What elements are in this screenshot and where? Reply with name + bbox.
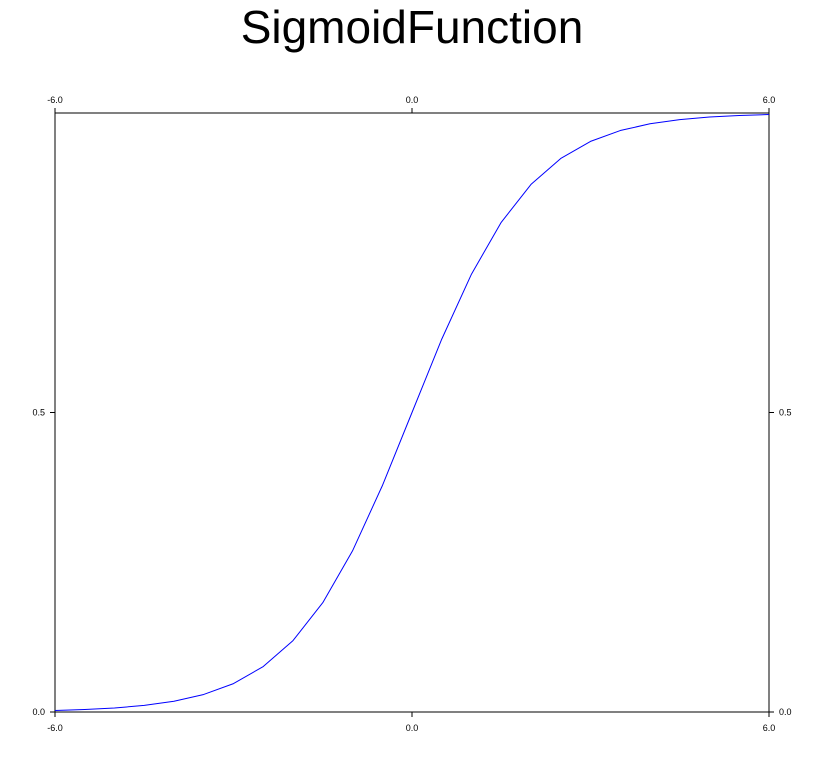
series-layer <box>54 114 770 711</box>
x-tick-label-bottom-2: 6.0 <box>763 723 776 733</box>
x-tick-label-bottom-1: 0.0 <box>406 723 419 733</box>
x-tick-label-top-1: 0.0 <box>406 95 419 105</box>
x-tick-label-bottom-0: -6.0 <box>47 723 63 733</box>
y-tick-label-left-1: 0.5 <box>32 408 45 418</box>
x-tick-label-top-2: 6.0 <box>763 95 776 105</box>
y-tick-label-right-1: 0.5 <box>779 408 792 418</box>
ticks-layer: -6.0-6.00.00.06.06.00.0 0.00.5 0.5 <box>32 95 791 733</box>
y-tick-label-left-0: 0.0 <box>32 707 45 717</box>
series-line-0 <box>54 114 770 711</box>
chart-title: SigmoidFunction <box>240 1 584 53</box>
y-tick-label-right-0: 0.0 <box>779 707 792 717</box>
x-tick-label-top-0: -6.0 <box>47 95 63 105</box>
